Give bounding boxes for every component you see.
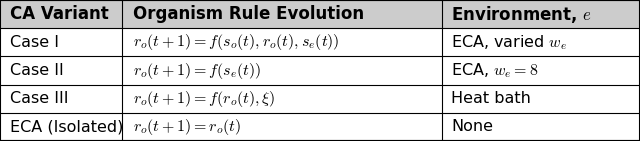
Bar [0,56,122,85]
Bar [122,85,442,113]
Bar [442,56,640,85]
Text: None: None [451,119,493,134]
Bar [122,28,442,56]
Text: Organism Rule Evolution: Organism Rule Evolution [133,5,364,23]
Bar [442,85,640,113]
Bar [442,0,640,28]
Bar [122,0,442,28]
Text: CA Variant: CA Variant [10,5,108,23]
Text: $r_o(t+1) = f(s_e(t))$: $r_o(t+1) = f(s_e(t))$ [133,60,261,81]
Text: $r_o(t+1) = r_o(t)$: $r_o(t+1) = r_o(t)$ [133,117,241,137]
Bar [0,85,122,113]
Text: Case I: Case I [10,35,59,50]
Text: ECA, varied $w_e$: ECA, varied $w_e$ [451,33,567,52]
Bar [0,113,122,141]
Text: Heat bath: Heat bath [451,91,531,106]
Bar [122,113,442,141]
Bar [0,0,122,28]
Bar [442,28,640,56]
Text: ECA, $w_e = 8$: ECA, $w_e = 8$ [451,61,538,80]
Text: Environment, $e$: Environment, $e$ [451,4,592,25]
Text: $r_o(t+1) = f(r_o(t),\xi)$: $r_o(t+1) = f(r_o(t),\xi)$ [133,89,276,109]
Bar [122,56,442,85]
Text: ECA (Isolated): ECA (Isolated) [10,119,123,134]
Bar [0,28,122,56]
Text: Case II: Case II [10,63,63,78]
Text: $r_o(t+1) = f(s_o(t),r_o(t),s_e(t))$: $r_o(t+1) = f(s_o(t),r_o(t),s_e(t))$ [133,32,340,52]
Bar [442,113,640,141]
Text: Case III: Case III [10,91,68,106]
